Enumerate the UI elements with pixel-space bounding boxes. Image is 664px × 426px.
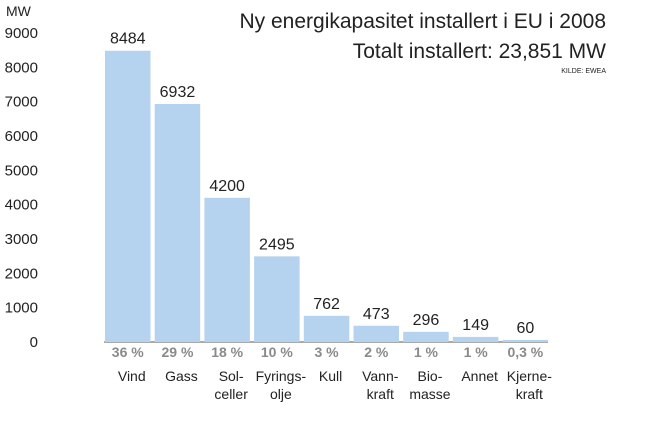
bar-percent-label: 36 % [112, 344, 144, 360]
chart-title: Ny energikapasitet installert i EU i 200… [239, 10, 606, 33]
bar-value-label: 762 [313, 296, 340, 313]
category-label: Kjerne- [507, 368, 552, 384]
bars-group [105, 50, 549, 342]
category-labels-group: Vind Gass Sol-celler Fyrings-olje Kull Vann-k… [118, 368, 552, 402]
value-labels-group: 8484 6932 4200 2495 762 473 296 149 60 [110, 31, 534, 337]
bar [353, 325, 399, 342]
bar-percent-label: 29 % [161, 344, 193, 360]
bar [303, 315, 350, 342]
y-tick-label: 1000 [5, 300, 38, 317]
category-label: kraft [367, 386, 394, 402]
y-tick-label: 3000 [5, 231, 38, 248]
bar [105, 50, 151, 342]
bar-value-label: 2495 [259, 236, 295, 253]
bar [254, 256, 300, 342]
bar-percent-label: 3 % [314, 344, 339, 360]
y-tick-label: 0 [30, 334, 38, 351]
category-label: kraft [516, 386, 543, 402]
chart-source: KILDE: EWEA [561, 68, 606, 75]
bar-value-label: 60 [516, 320, 534, 337]
y-tick-label: 8000 [5, 59, 38, 76]
y-axis-unit-label: MW [6, 3, 32, 19]
bar [403, 331, 449, 342]
bar-percent-label: 1 % [464, 344, 489, 360]
category-label: masse [409, 386, 450, 402]
bar-value-label: 296 [413, 312, 440, 329]
bar-percent-label: 0,3 % [507, 344, 543, 360]
y-tick-label: 6000 [5, 128, 38, 145]
category-label: Kull [319, 368, 342, 384]
y-axis-ticks: 0 1000 2000 3000 4000 5000 6000 7000 8000 9000 [5, 25, 38, 351]
bar-value-label: 149 [462, 317, 489, 334]
percent-labels-group: 36 % 29 % 18 % 10 % 3 % 2 % 1 % 1 % 0,3 % [112, 344, 544, 360]
bar-value-label: 8484 [110, 31, 146, 48]
bar-value-label: 6932 [160, 84, 196, 101]
category-label: Annet [461, 368, 498, 384]
bar [452, 336, 499, 342]
bar [502, 339, 549, 342]
bar [204, 197, 250, 342]
category-label: celler [214, 386, 248, 402]
chart-subtitle: Totalt installert: 23,851 MW [353, 40, 606, 63]
y-tick-label: 9000 [5, 25, 38, 42]
y-tick-label: 5000 [5, 162, 38, 179]
bar-percent-label: 1 % [414, 344, 439, 360]
category-label: olje [270, 386, 292, 402]
bar-value-label: 4200 [209, 178, 245, 195]
category-label: Vann- [362, 368, 399, 384]
y-tick-label: 2000 [5, 265, 38, 282]
bar-percent-label: 2 % [364, 344, 389, 360]
bar [154, 104, 201, 342]
category-label: Fyrings- [256, 368, 307, 384]
category-label: Vind [118, 368, 146, 384]
category-label: Gass [165, 368, 198, 384]
category-label: Sol- [219, 368, 244, 384]
bar-value-label: 473 [363, 306, 390, 323]
bar-percent-label: 18 % [211, 344, 243, 360]
y-tick-label: 4000 [5, 197, 38, 214]
bar-percent-label: 10 % [261, 344, 293, 360]
category-label: Bio- [417, 368, 442, 384]
y-tick-label: 7000 [5, 94, 38, 111]
